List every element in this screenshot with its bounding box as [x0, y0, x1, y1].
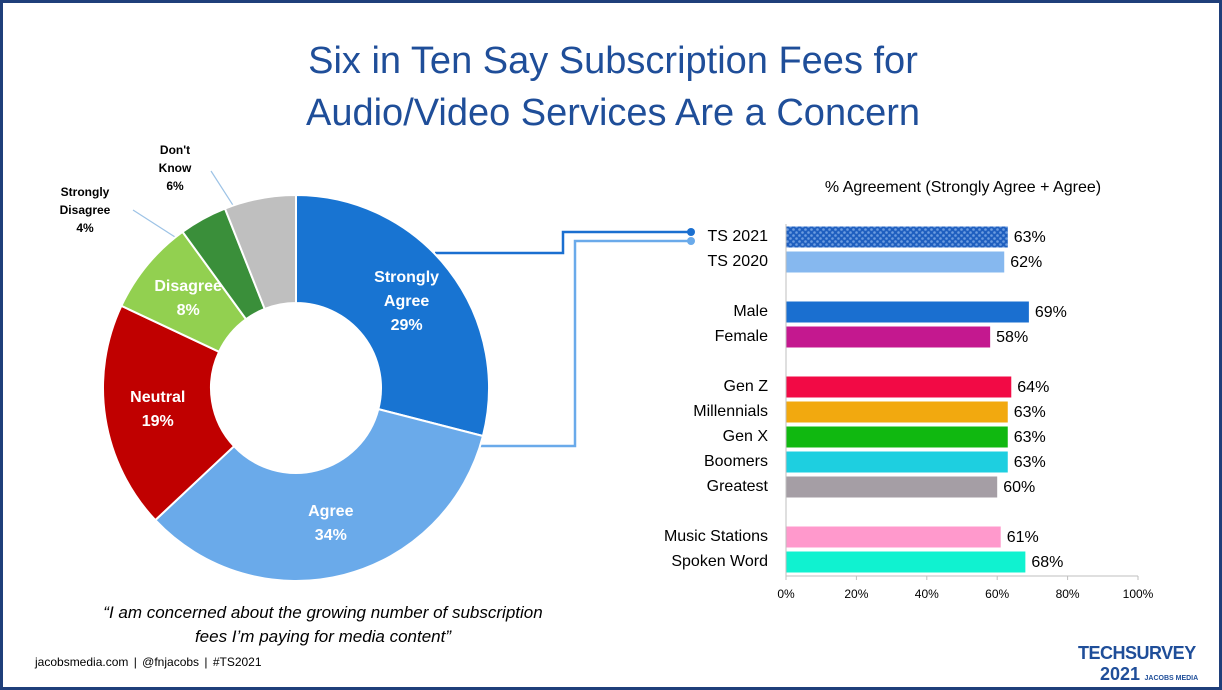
category-label: Gen Z: [724, 378, 769, 395]
connector: [435, 230, 691, 255]
bar: [786, 451, 1008, 473]
value-label: 58%: [996, 329, 1028, 346]
category-label: Gen X: [723, 428, 769, 445]
bar: [786, 476, 998, 498]
slice-category: Strongly Disagree: [59, 185, 111, 217]
bar: [786, 251, 1005, 273]
slice-category: Neutral: [130, 388, 186, 406]
connector-dot: [687, 228, 695, 236]
value-label: 69%: [1035, 304, 1067, 321]
slice-value: 8%: [176, 301, 200, 319]
slice-category: Agree: [308, 502, 354, 520]
value-label: 61%: [1007, 529, 1039, 546]
donut-slice: [223, 193, 297, 311]
logo-brand: JACOBS MEDIA: [1144, 675, 1199, 682]
category-label: Music Stations: [664, 528, 768, 545]
slice-category: Don't Know: [158, 143, 192, 175]
value-label: 60%: [1003, 479, 1035, 496]
connector: [443, 239, 691, 448]
slice-label: Agree 34%: [289, 500, 373, 548]
slice-label: Strongly Agree 29%: [365, 266, 449, 338]
slice-label: Disagree 8%: [146, 275, 230, 323]
slice-value: 6%: [166, 179, 184, 193]
bar: [786, 326, 991, 348]
bar: [786, 376, 1012, 398]
bar: [786, 301, 1029, 323]
bar: [786, 526, 1001, 548]
chart-canvas: TS 2021 63% TS 2020 62% Male 69% Female 58% Gen …: [102, 170, 1154, 601]
donut-slice: [153, 407, 485, 582]
slice-value: 19%: [141, 412, 174, 430]
title: Six in Ten Say Subscription Fees for Aud…: [306, 40, 920, 134]
x-tick-label: 0%: [777, 587, 795, 601]
slice-value: 34%: [314, 526, 347, 544]
donut-slice: [295, 193, 490, 438]
value-label: 63%: [1014, 229, 1046, 246]
connector-dot: [687, 237, 695, 245]
category-label: Female: [715, 328, 768, 345]
category-label: Millennials: [693, 403, 768, 420]
bar: [786, 551, 1026, 573]
slice-category: Disagree: [154, 277, 222, 295]
x-tick-label: 40%: [915, 587, 939, 601]
bar: [786, 226, 1008, 248]
value-label: 63%: [1014, 429, 1046, 446]
x-tick-label: 100%: [1123, 587, 1154, 601]
subtitle: % Agreement (Strongly Agree + Agree): [824, 179, 1102, 196]
bar: [786, 426, 1008, 448]
category-label: TS 2020: [708, 253, 769, 270]
slice-label: Don't Know 6%: [152, 141, 198, 195]
x-tick-label: 20%: [844, 587, 868, 601]
value-label: 64%: [1017, 379, 1049, 396]
slice-label: Neutral 19%: [116, 386, 200, 434]
slice-category: Strongly Agree: [374, 269, 440, 311]
logo-name: TECHSURVEY: [1078, 643, 1196, 663]
value-label: 63%: [1014, 404, 1046, 421]
footer: jacobsmedia.com | @fnjacobs | #TS2021: [35, 655, 262, 669]
value-label: 63%: [1014, 454, 1046, 471]
x-tick-label: 60%: [985, 587, 1009, 601]
category-label: Greatest: [707, 478, 769, 495]
value-label: 62%: [1010, 254, 1042, 271]
category-label: Male: [733, 303, 768, 320]
x-tick-label: 80%: [1056, 587, 1080, 601]
slice-value: 4%: [76, 221, 94, 235]
logo: TECHSURVEY 2021 JACOBS MEDIA: [1078, 643, 1208, 685]
donut-slice: [102, 304, 236, 522]
bar: [786, 401, 1008, 423]
value-label: 68%: [1031, 554, 1063, 571]
category-label: Boomers: [704, 453, 768, 470]
quote: “I am concerned about the growing number…: [103, 603, 543, 646]
logo-year: 2021: [1100, 664, 1141, 684]
category-label: Spoken Word: [671, 553, 768, 570]
slice-value: 29%: [390, 317, 423, 335]
category-label: TS 2021: [708, 228, 769, 245]
slice-label: Strongly Disagree 4%: [54, 183, 116, 237]
